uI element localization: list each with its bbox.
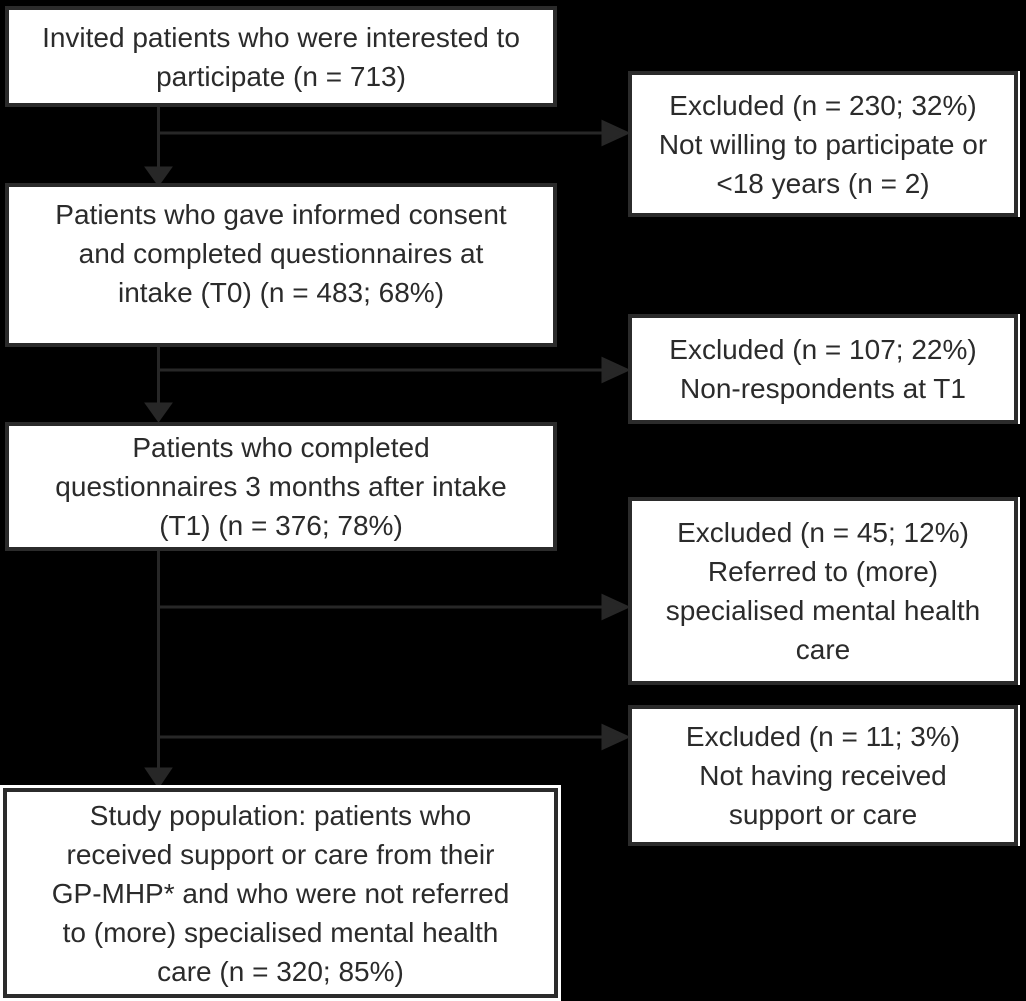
box-followup-line-2: questionnaires 3 months after intake — [55, 471, 507, 502]
box-study-line-1: Study population: patients who — [89, 799, 472, 831]
box-excluded2-line-2: Non-respondents at T1 — [680, 373, 966, 404]
box-excluded3-line-4: care — [795, 634, 851, 665]
box-excluded1-line-1: Excluded (n = 230; 32%) — [669, 89, 977, 121]
arrow-head-consent-to-followup — [144, 402, 173, 423]
box-study-line-4: to (more) specialised mental health — [62, 916, 499, 948]
box-excluded-referred: Excluded (n = 45; 12%) Referred to (more… — [628, 497, 1018, 685]
box-excluded1-line-2: Not willing to participate or — [658, 128, 988, 160]
box-consent-line-3: intake (T0) (n = 483; 68%) — [117, 277, 445, 308]
box-excluded-nonrespondents: Excluded (n = 107; 22%) Non-respondents … — [628, 314, 1018, 424]
box-excluded-no-support: Excluded (n = 11; 3%) Not having receive… — [628, 705, 1018, 846]
box-followup-t1: Patients who completed questionnaires 3 … — [5, 422, 557, 551]
box-followup-line-3: (T1) (n = 376; 78%) — [159, 510, 403, 541]
arrow-head-followup-to-study — [144, 767, 173, 789]
box-excluded2-line-1: Excluded (n = 107; 22%) — [669, 334, 977, 365]
box-invited-patients: Invited patients who were interested to … — [5, 6, 557, 107]
box-informed-consent: Patients who gave informed consent and c… — [5, 183, 557, 347]
box-excluded3-line-1: Excluded (n = 45; 12%) — [677, 517, 969, 548]
box-study-population: Study population: patients who received … — [3, 788, 558, 998]
arrow-head-to-excluded-3 — [601, 593, 631, 621]
box-excluded3-line-2: Referred to (more) — [707, 556, 939, 587]
arrow-head-to-excluded-1 — [601, 119, 631, 147]
arrow-head-to-excluded-2 — [601, 356, 631, 384]
box-excluded4-line-2: Not having received — [699, 760, 947, 791]
box-excluded3-line-3: specialised mental health — [665, 595, 981, 626]
box-excluded4-line-1: Excluded (n = 11; 3%) — [685, 721, 961, 752]
box-consent-line-1: Patients who gave informed consent — [55, 199, 507, 230]
arrow-head-invited-to-consent — [144, 166, 173, 187]
box-study-line-2: received support or care from their — [66, 838, 495, 870]
box-excluded4-line-3: support or care — [728, 799, 918, 830]
box-followup-line-1: Patients who completed — [132, 432, 430, 463]
arrow-head-to-excluded-4 — [601, 723, 631, 751]
box-invited-line-2: participate (n = 713) — [156, 60, 406, 92]
box-study-line-3: GP-MHP* and who were not referred — [51, 877, 510, 909]
box-consent-line-2: and completed questionnaires at — [78, 238, 484, 269]
box-study-line-5: care (n = 320; 85%) — [157, 955, 404, 987]
box-invited-line-1: Invited patients who were interested to — [42, 21, 520, 53]
box-excluded-not-willing: Excluded (n = 230; 32%) Not willing to p… — [628, 71, 1018, 217]
box-excluded1-line-3: <18 years (n = 2) — [716, 167, 930, 199]
